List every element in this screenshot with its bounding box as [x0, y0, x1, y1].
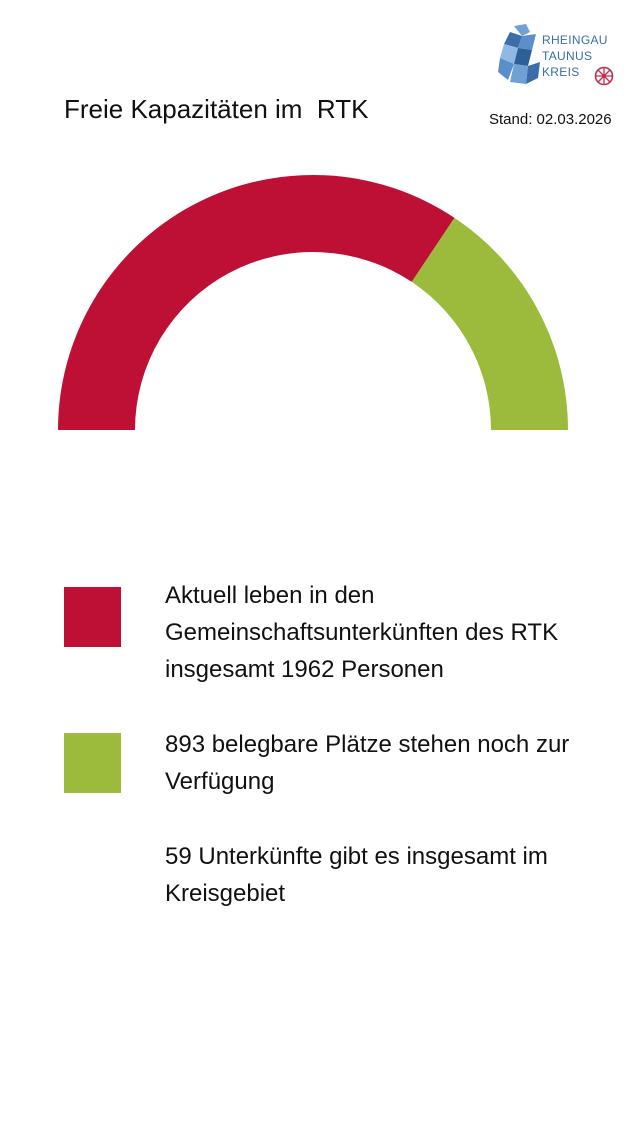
half-donut-chart: [58, 174, 568, 430]
legend-swatch-occupied: [64, 587, 121, 647]
stand-date: Stand: 02.03.2026: [489, 111, 612, 128]
arc-segment-occupied: [58, 174, 455, 430]
lion-logo-icon: [498, 24, 540, 84]
legend-swatch-free: [64, 733, 121, 793]
logo-line-1: RHEINGAU: [542, 33, 608, 47]
arc-segment-free: [411, 217, 568, 430]
logo: RHEINGAU TAUNUS KREIS: [496, 22, 620, 88]
legend-text-free: 893 belegbare Plätze stehen noch zur Ver…: [165, 731, 570, 795]
legend-text-occupied: Aktuell leben in den Gemeinschaftsunterk…: [165, 582, 559, 683]
wheel-icon: [594, 66, 614, 86]
note-text: 59 Unterkünfte gibt es insgesamt im Krei…: [165, 843, 548, 907]
logo-line-2: TAUNUS: [542, 49, 593, 63]
logo-line-3: KREIS: [542, 65, 580, 79]
page-title: Freie Kapazitäten im RTK: [64, 94, 369, 124]
